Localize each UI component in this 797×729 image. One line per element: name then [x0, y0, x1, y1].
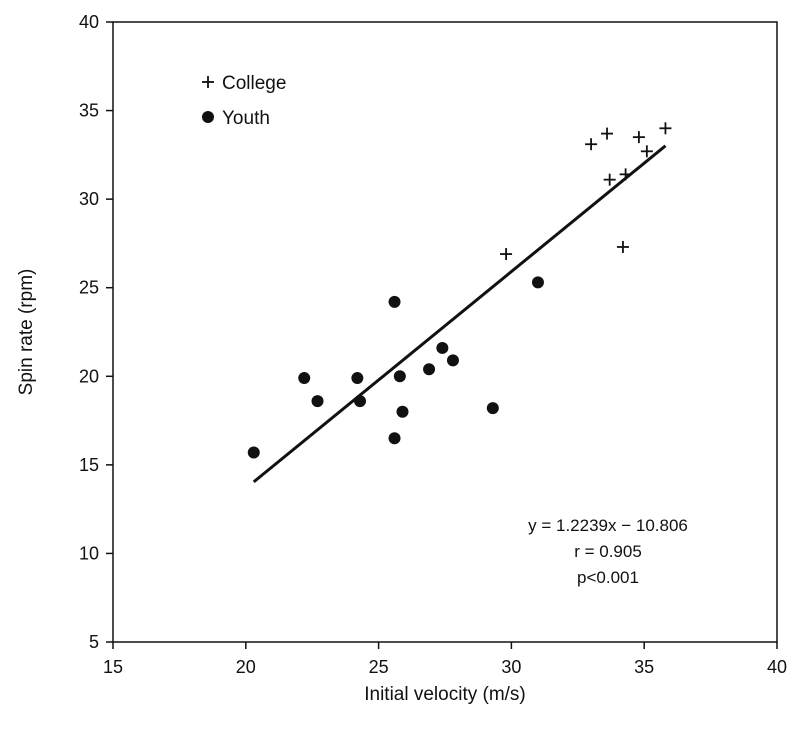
youth-point [311, 395, 324, 408]
youth-point [436, 341, 449, 354]
youth-point [423, 363, 436, 376]
x-tick-label: 15 [103, 657, 123, 677]
youth-point [531, 276, 544, 289]
y-tick-label: 5 [89, 632, 99, 652]
college-point [632, 131, 645, 144]
trendline-layer [252, 144, 667, 484]
legend-college-marker [202, 76, 214, 88]
y-tick-label: 40 [79, 12, 99, 32]
annotation-equation: y = 1.2239x − 10.806 [528, 516, 688, 535]
x-tick-label: 30 [501, 657, 521, 677]
youth-point [354, 395, 367, 408]
y-axis-title: Spin rate (rpm) [16, 269, 37, 396]
youth-point [298, 372, 311, 385]
axis-ticks: 15 20 25 30 35 40 5 10 15 20 25 30 35 40 [79, 12, 787, 677]
plot-area [112, 21, 778, 643]
x-tick-label: 20 [236, 657, 256, 677]
youth-point [486, 402, 499, 415]
college-point [659, 122, 672, 135]
y-tick-label: 20 [79, 366, 99, 386]
x-axis-title: Initial velocity (m/s) [364, 684, 526, 705]
annotation-r: r = 0.905 [574, 542, 642, 561]
legend-college-label: College [222, 73, 286, 94]
youth-point [388, 295, 401, 308]
youth-point [247, 446, 260, 459]
youth-point [351, 372, 364, 385]
legend-youth-marker [202, 111, 214, 123]
college-point [500, 248, 513, 261]
youth-point [393, 370, 406, 383]
legend: College Youth [202, 73, 286, 129]
data-points [247, 122, 672, 459]
youth-point [388, 432, 401, 445]
college-point [640, 145, 653, 158]
y-tick-label: 25 [79, 278, 99, 298]
college-point [585, 138, 598, 151]
y-tick-label: 30 [79, 189, 99, 209]
youth-point [446, 354, 459, 367]
college-point [601, 127, 614, 140]
college-point [616, 240, 629, 253]
college-point [619, 168, 632, 181]
regression-annotation: y = 1.2239x − 10.806 r = 0.905 p<0.001 [528, 516, 688, 587]
legend-youth-label: Youth [222, 108, 270, 129]
x-tick-label: 40 [767, 657, 787, 677]
x-tick-label: 35 [634, 657, 654, 677]
x-tick-label: 25 [369, 657, 389, 677]
y-tick-label: 35 [79, 101, 99, 121]
trendline [252, 144, 667, 484]
y-tick-label: 10 [79, 543, 99, 563]
college-point [603, 173, 616, 186]
youth-point [396, 405, 409, 418]
annotation-p: p<0.001 [577, 568, 639, 587]
y-tick-label: 15 [79, 455, 99, 475]
